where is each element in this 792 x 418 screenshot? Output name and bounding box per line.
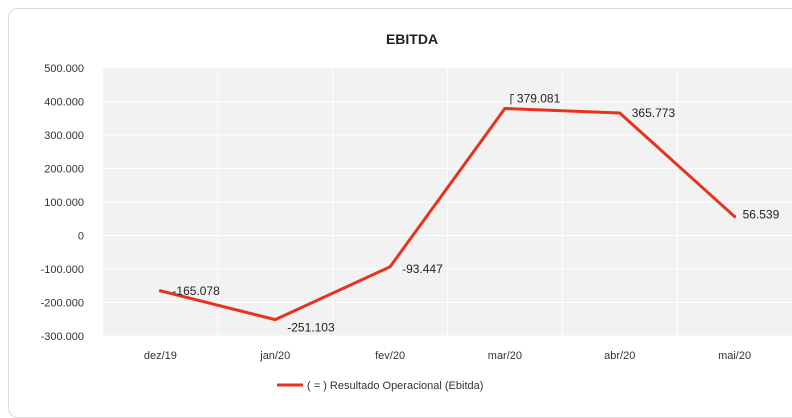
data-label: 56.539 [743, 208, 780, 222]
data-point [503, 107, 507, 111]
data-point [273, 318, 277, 322]
data-label: 379.081 [517, 92, 561, 106]
y-tick-label: 100.000 [44, 197, 84, 209]
x-tick-label: abr/20 [604, 350, 635, 362]
data-label: 365.773 [632, 106, 676, 120]
series-line [158, 107, 737, 322]
data-label-leader [510, 94, 514, 105]
y-tick-label: -300.000 [41, 331, 84, 343]
y-tick-label: 400.000 [44, 97, 84, 109]
x-tick-label: fev/20 [375, 350, 405, 362]
data-point [388, 265, 392, 269]
x-tick-label: jan/20 [259, 350, 290, 362]
data-label: -165.078 [172, 284, 220, 298]
ebitda-line-chart: EBITDA 500.000 400.000 300.000 200.000 100.0… [41, 31, 792, 392]
y-tick-label: 300.000 [44, 130, 84, 142]
x-tick-label: mar/20 [488, 350, 522, 362]
data-point [733, 215, 737, 219]
data-point [618, 111, 622, 115]
legend: ( = ) Resultado Operacional (Ebitda) [277, 380, 483, 392]
y-tick-label: 0 [78, 231, 84, 243]
data-point [158, 289, 162, 293]
x-tick-label: mai/20 [718, 350, 751, 362]
y-tick-label: -200.000 [41, 298, 84, 310]
data-label: -93.447 [402, 262, 443, 276]
y-tick-label: -100.000 [41, 264, 84, 276]
legend-label: ( = ) Resultado Operacional (Ebitda) [307, 380, 483, 392]
x-tick-label: dez/19 [144, 350, 177, 362]
y-tick-label: 200.000 [44, 164, 84, 176]
chart-title: EBITDA [386, 31, 438, 47]
data-label: -251.103 [287, 321, 335, 335]
y-tick-label: 500.000 [44, 63, 84, 75]
